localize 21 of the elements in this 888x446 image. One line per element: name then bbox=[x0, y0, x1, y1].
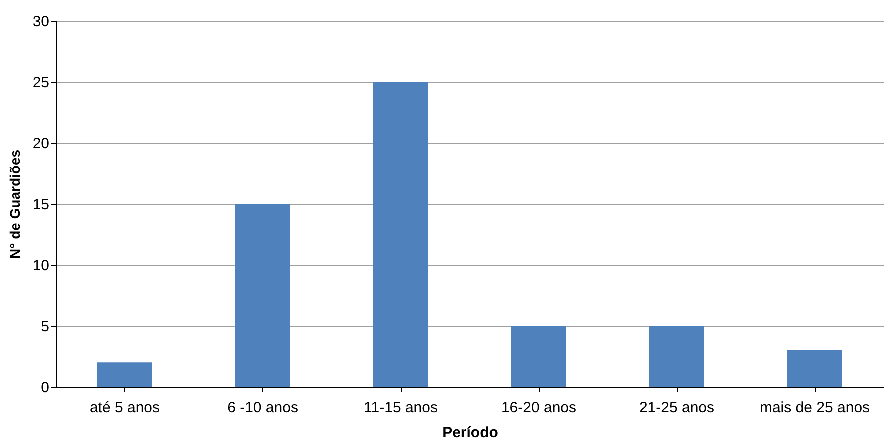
x-tick-label: 6 -10 anos bbox=[228, 400, 298, 416]
x-tick-label: 11-15 anos bbox=[364, 400, 438, 416]
x-axis-title: Período bbox=[442, 424, 498, 442]
y-tick-label: 0 bbox=[41, 380, 50, 396]
x-tick-label: até 5 anos bbox=[90, 400, 160, 416]
y-tick-label: 20 bbox=[32, 136, 50, 152]
y-tick-label: 30 bbox=[32, 14, 50, 30]
bar bbox=[98, 362, 152, 387]
bar bbox=[788, 350, 842, 387]
y-tick-label: 10 bbox=[32, 258, 50, 274]
y-tick-label: 25 bbox=[32, 74, 50, 92]
y-tick-label: 5 bbox=[41, 318, 50, 336]
bar bbox=[512, 326, 566, 387]
x-tick-label: mais de 25 anos bbox=[760, 400, 870, 416]
bar bbox=[650, 326, 704, 387]
y-axis-title: N° de Guardiões bbox=[6, 150, 23, 260]
bar bbox=[374, 82, 428, 387]
bar bbox=[236, 204, 290, 387]
y-tick-label: 15 bbox=[32, 196, 50, 214]
x-tick-label: 21-25 anos bbox=[639, 400, 715, 416]
x-tick-label: 16-20 anos bbox=[501, 400, 577, 416]
